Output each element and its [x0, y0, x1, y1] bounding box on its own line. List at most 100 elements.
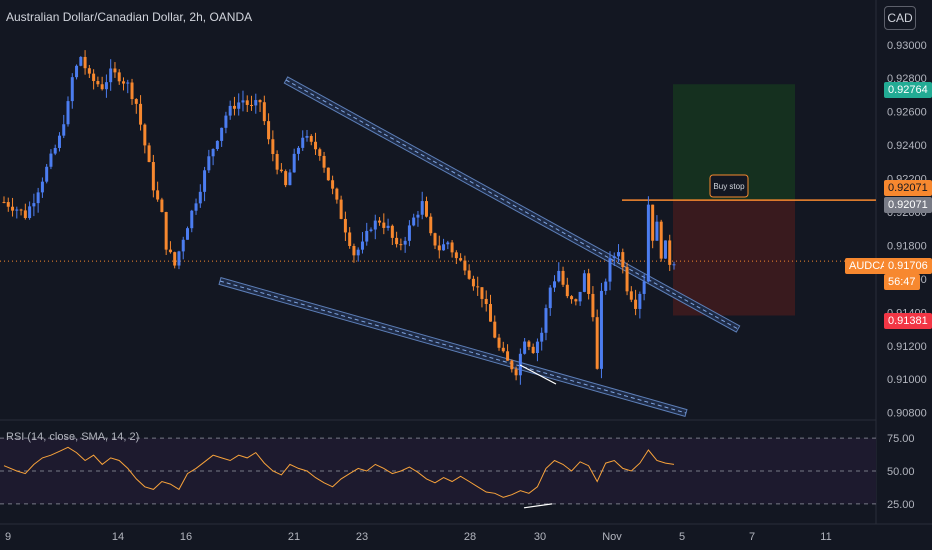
candle: [617, 252, 621, 257]
candle: [130, 82, 134, 100]
candle: [121, 81, 125, 84]
candle: [2, 201, 6, 203]
candle: [36, 192, 40, 204]
candle: [250, 104, 254, 106]
candle: [651, 204, 655, 241]
candle: [220, 127, 224, 141]
candle: [23, 210, 27, 218]
candle: [429, 216, 433, 234]
candle: [424, 201, 428, 217]
candle: [28, 206, 32, 218]
candle: [471, 278, 475, 287]
candle: [574, 299, 578, 302]
candle: [70, 77, 74, 102]
candle: [591, 293, 595, 318]
candle: [267, 121, 271, 140]
candle: [62, 124, 66, 136]
y-tick-label: 0.92400: [887, 140, 927, 152]
candle: [19, 209, 23, 211]
candle: [83, 56, 87, 69]
candle: [190, 210, 194, 229]
candle: [224, 115, 228, 128]
channel-lower-band-midline: [219, 280, 687, 414]
candle: [6, 202, 10, 207]
candle: [87, 68, 91, 74]
stop-price-tag: 0.91381: [884, 313, 932, 329]
candle: [254, 100, 258, 106]
candle: [659, 221, 663, 259]
candle: [215, 140, 219, 150]
candle: [578, 291, 582, 302]
candle: [15, 209, 19, 211]
candle: [553, 281, 557, 288]
candle: [638, 293, 642, 309]
candle: [207, 156, 211, 171]
candle: [352, 245, 356, 256]
rsi-line: [3, 446, 675, 498]
candle: [198, 191, 202, 204]
candle: [506, 351, 510, 361]
candle: [305, 135, 309, 138]
candle: [356, 249, 360, 256]
candle: [143, 124, 147, 146]
rsi-tick-label: 50.00: [887, 466, 915, 478]
candle: [228, 105, 232, 116]
candle: [134, 99, 138, 104]
candle: [11, 206, 15, 211]
candle: [459, 258, 463, 261]
candle: [147, 145, 151, 163]
y-tick-label: 0.90800: [887, 408, 927, 420]
candle: [570, 296, 574, 300]
candle: [642, 281, 646, 294]
candle: [79, 56, 83, 66]
candle: [322, 155, 326, 168]
countdown-tag: 56:47: [884, 274, 920, 290]
candle: [548, 287, 552, 309]
candle: [557, 270, 561, 282]
currency-button[interactable]: CAD: [884, 6, 916, 30]
x-tick-label: Nov: [602, 531, 622, 543]
y-tick-label: 0.92600: [887, 107, 927, 119]
candle: [565, 284, 569, 297]
y-tick-label: 0.93000: [887, 40, 927, 52]
candle: [446, 242, 450, 245]
candle: [540, 332, 544, 342]
buy-stop-label: Buy stop: [713, 182, 745, 191]
rsi-legend-label: RSI (14, close, SMA, 14, 2): [6, 431, 140, 443]
candle: [318, 149, 322, 156]
candle: [373, 220, 377, 230]
candle: [331, 180, 335, 189]
candle: [113, 68, 117, 73]
candle: [582, 273, 586, 292]
divergence-line-rsi: [523, 503, 553, 509]
candle: [531, 346, 535, 353]
candle: [335, 188, 339, 200]
candle: [186, 228, 190, 240]
candle: [45, 166, 49, 182]
candle: [514, 369, 518, 376]
candle: [177, 251, 181, 266]
x-tick-label: 28: [464, 531, 476, 543]
candle: [49, 153, 53, 167]
candle: [262, 102, 266, 122]
candle: [663, 240, 667, 259]
candle: [386, 225, 390, 228]
candle: [523, 341, 527, 354]
candle: [271, 139, 275, 155]
candle: [668, 240, 672, 265]
candle: [66, 101, 70, 125]
candle: [109, 68, 113, 83]
candle: [629, 291, 633, 300]
candle: [194, 203, 198, 211]
candle: [561, 270, 565, 285]
candle: [378, 220, 382, 223]
candle: [339, 199, 343, 219]
candle: [343, 218, 347, 233]
channel-lower-band: [218, 277, 688, 417]
candle: [100, 84, 104, 90]
candle: [151, 162, 155, 191]
last-price-tag: 0.91706: [884, 258, 932, 274]
x-tick-label: 21: [288, 531, 300, 543]
divergence-line-price: [519, 364, 557, 385]
